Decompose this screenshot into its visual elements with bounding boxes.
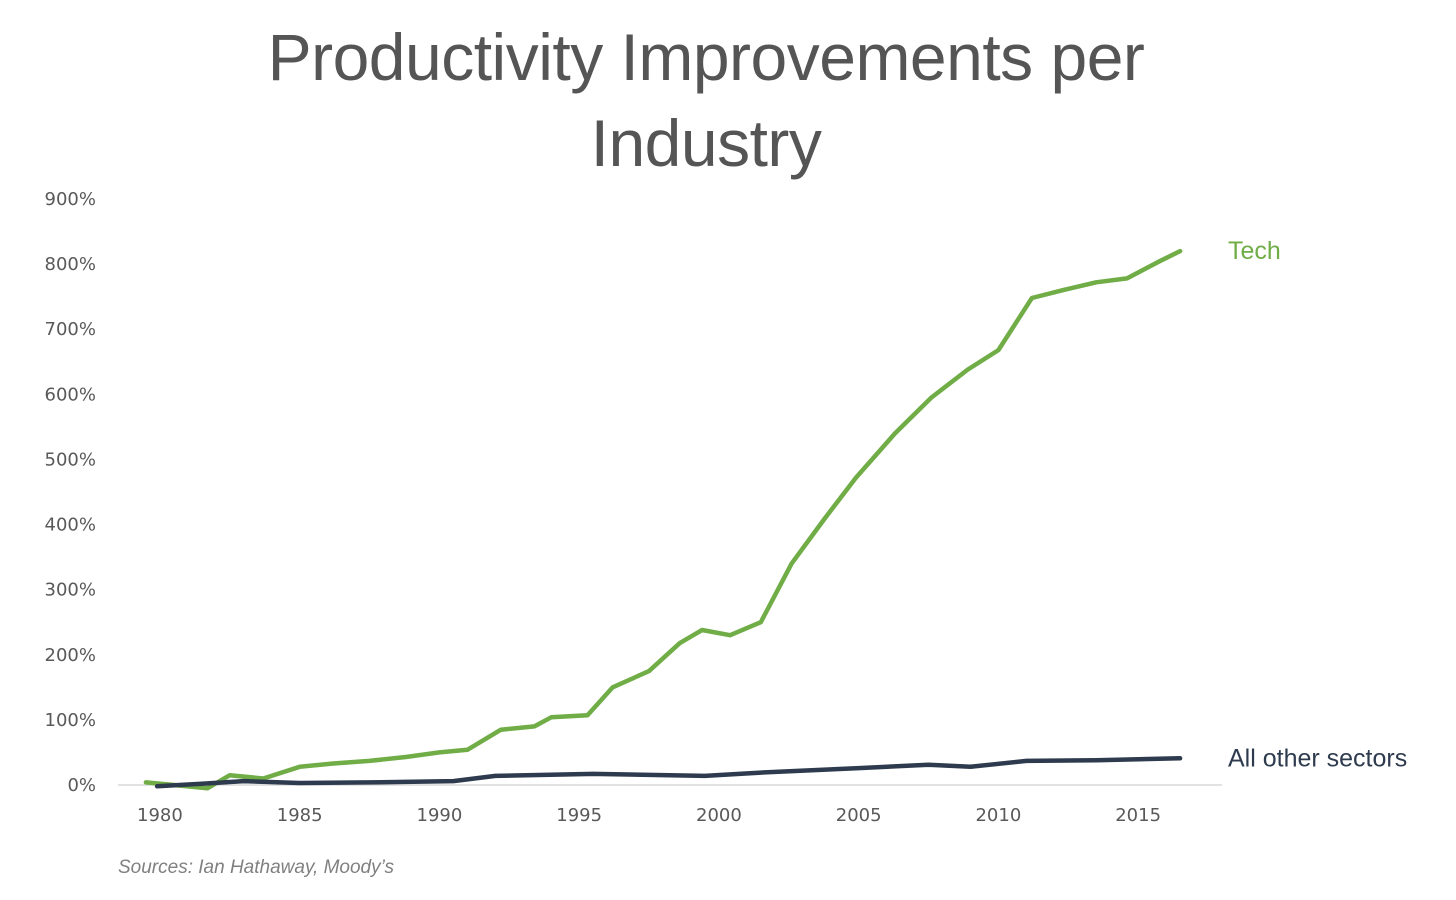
y-tick-label: 700%: [45, 319, 96, 340]
chart-title-line-2: Industry: [590, 106, 822, 180]
y-tick-label: 300%: [45, 580, 96, 601]
y-tick-label: 0%: [67, 775, 96, 796]
y-tick-label: 900%: [45, 189, 96, 210]
series-lines: [143, 248, 1183, 791]
tech-series-label: Tech: [1228, 237, 1281, 265]
chart-title-line-1: Productivity Improvements per: [267, 20, 1145, 94]
x-tick-label: 2000: [696, 805, 742, 826]
x-tick-label: 1985: [277, 805, 323, 826]
y-tick-label: 400%: [45, 515, 96, 536]
y-axis-tick-labels: 0% 100% 200% 300% 400% 500% 600% 700% 800% 900%: [45, 189, 96, 796]
y-tick-label: 200%: [45, 645, 96, 666]
x-axis-tick-labels: 1980 1985 1990 1995 2000 2005 2010 2015: [137, 805, 1161, 826]
series-labels: Tech All other sectors: [1228, 237, 1407, 772]
x-tick-label: 1995: [556, 805, 602, 826]
y-tick-label: 100%: [45, 710, 96, 731]
x-tick-label: 2015: [1115, 805, 1161, 826]
chart-title: Productivity Improvements per Industry: [0, 14, 1412, 186]
y-tick-label: 500%: [45, 449, 96, 470]
source-note: Sources: Ian Hathaway, Moody’s: [118, 857, 394, 878]
y-tick-label: 600%: [45, 384, 96, 405]
x-tick-label: 2010: [975, 805, 1021, 826]
all-other-sectors-series-line: [154, 756, 1183, 789]
x-tick-label: 1990: [417, 805, 463, 826]
x-tick-label: 2005: [836, 805, 882, 826]
all-other-sectors-series-label: All other sectors: [1228, 744, 1407, 772]
tech-series-line: [143, 248, 1183, 791]
y-tick-label: 800%: [45, 254, 96, 275]
x-tick-label: 1980: [137, 805, 183, 826]
